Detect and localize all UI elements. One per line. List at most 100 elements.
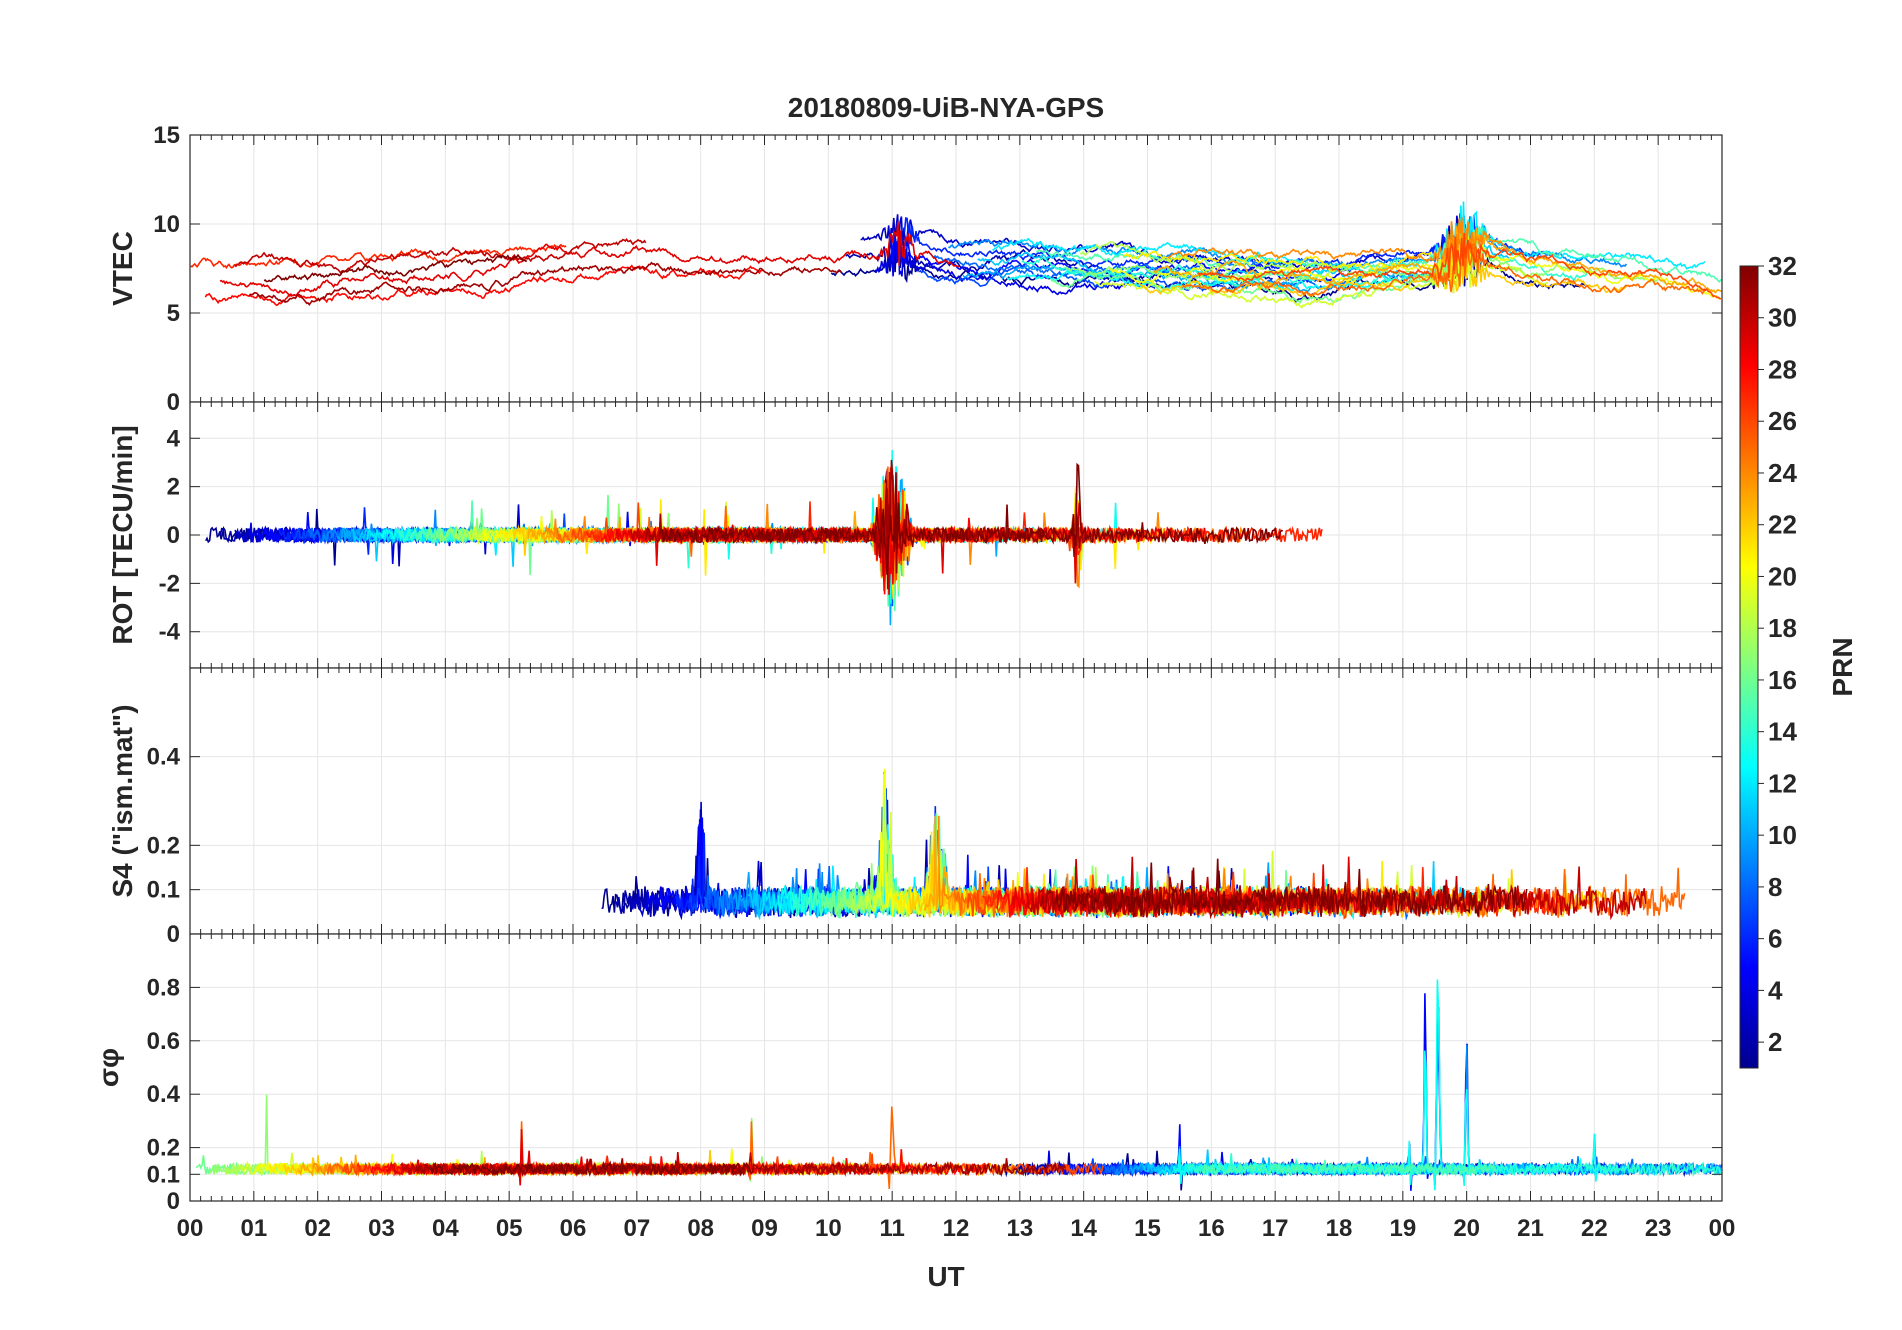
series-group: [205, 449, 1323, 626]
colorbar-tick-label: 24: [1768, 458, 1797, 488]
prn-series-line: [429, 1160, 752, 1177]
prn-series-line: [874, 236, 1156, 296]
x-tick-label: 01: [240, 1215, 267, 1242]
series-group: [195, 979, 1722, 1191]
colorbar-tick-label: 4: [1768, 975, 1783, 1005]
prn-series-line: [1201, 1159, 1497, 1178]
x-tick-label: 19: [1389, 1215, 1416, 1242]
x-tick-label: 07: [623, 1215, 650, 1242]
x-tick-label: 14: [1070, 1215, 1097, 1242]
figure-title: 20180809-UiB-NYA-GPS: [788, 92, 1104, 123]
y-tick-label: 0.2: [147, 1135, 180, 1162]
x-axis-label: UT: [927, 1261, 964, 1292]
x-tick-label: 23: [1645, 1215, 1672, 1242]
y-tick-label: 0: [167, 522, 180, 549]
x-tick-label: 12: [943, 1215, 970, 1242]
y-axis-label: ROT [TECU/min]: [107, 425, 138, 644]
y-tick-label: 0: [167, 921, 180, 948]
y-axis-label: VTEC: [107, 231, 138, 306]
x-axis-tick-labels: 00 01 02 03 04 05 06 07 08 09 10 11 12 13 14 15 16 17 18 19…: [177, 1215, 1736, 1242]
y-tick-label: 10: [153, 211, 180, 238]
x-tick-label: 15: [1134, 1215, 1161, 1242]
series-group: [601, 768, 1686, 922]
x-tick-label: 03: [368, 1215, 395, 1242]
prn-series-line: [248, 261, 843, 306]
y-tick-label: 0.4: [147, 744, 181, 771]
prn-series-line: [219, 221, 960, 298]
y-tick-label: -4: [159, 619, 181, 646]
prn-series-line: [860, 214, 1470, 272]
x-tick-label: 02: [304, 1215, 331, 1242]
y-tick-label: 0.1: [147, 1161, 180, 1188]
colorbar-tick-label: 26: [1768, 406, 1797, 436]
prn-series-line: [1182, 239, 1707, 297]
colorbar-tick-label: 30: [1768, 303, 1797, 333]
y-tick-label: 0.6: [147, 1028, 180, 1055]
prn-series-line: [1079, 241, 1353, 272]
x-tick-label: 06: [560, 1215, 587, 1242]
colorbar-tick-label: 2: [1768, 1027, 1782, 1057]
x-tick-label: 00: [1709, 1215, 1736, 1242]
y-axis-label: S4 ("ism.mat"): [107, 704, 138, 897]
prn-series-line: [1197, 232, 1722, 300]
colorbar-tick-label: 20: [1768, 561, 1797, 591]
prn-series-line: [659, 462, 1284, 575]
s4-panel: 0 0.1 0.2 0.4 S4 ("ism.mat"): [107, 667, 1723, 948]
colorbar-tick-label: 22: [1768, 510, 1797, 540]
prn-series-line: [1050, 240, 1471, 305]
y-tick-label: 0.8: [147, 974, 180, 1001]
x-tick-label: 08: [687, 1215, 714, 1242]
colorbar-tick-label: 10: [1768, 820, 1797, 850]
prn-series-line: [644, 459, 1088, 590]
x-tick-label: 20: [1453, 1215, 1480, 1242]
x-tick-label: 11: [879, 1215, 904, 1242]
prn-series-line: [1167, 217, 1510, 264]
colorbar-tick-label: 16: [1768, 665, 1797, 695]
colorbar-tick-label: 14: [1768, 717, 1797, 747]
y-tick-label: 4: [167, 425, 181, 452]
colorbar-tick-label: 18: [1768, 613, 1797, 643]
y-tick-label: 0.1: [147, 877, 180, 904]
prn-series-line: [1036, 220, 1722, 283]
colorbar-tick-label: 32: [1768, 251, 1797, 281]
x-tick-label: 13: [1006, 1215, 1033, 1242]
colorbar-tick-label: 6: [1768, 924, 1782, 954]
colorbar-tick-label: 8: [1768, 872, 1782, 902]
series-group: [190, 201, 1722, 309]
x-tick-label: 21: [1517, 1215, 1544, 1242]
prn-series-line: [263, 253, 528, 283]
x-tick-label: 00: [177, 1215, 204, 1242]
prn-series-line: [1054, 858, 1528, 918]
prn-series-line: [234, 237, 647, 275]
colorbar-gradient: [1739, 265, 1759, 1069]
prn-series-line: [190, 243, 567, 270]
y-axis-label: σφ: [93, 1048, 124, 1087]
x-tick-label: 10: [815, 1215, 842, 1242]
rot-panel: -4 -2 0 2 4 ROT [TECU/min]: [107, 401, 1723, 669]
x-tick-label: 22: [1581, 1215, 1608, 1242]
y-tick-label: 0.4: [147, 1081, 181, 1108]
colorbar-tick-label: 28: [1768, 354, 1797, 384]
prn-series-line: [948, 215, 1628, 270]
prn-series-line: [1123, 250, 1432, 273]
y-tick-label: 15: [153, 122, 180, 149]
vtec-panel: 0 5 10 15 VTEC: [107, 122, 1723, 416]
y-tick-label: -2: [159, 570, 180, 597]
x-tick-label: 04: [432, 1215, 459, 1242]
sigma-phi-panel: 00.10.2 0.4 0.6 0.8 σφ: [93, 933, 1723, 1215]
colorbar-tick-label: 12: [1768, 768, 1797, 798]
x-tick-label: 09: [751, 1215, 778, 1242]
x-tick-label: 17: [1262, 1215, 1289, 1242]
y-tick-label: 0: [167, 389, 180, 416]
colorbar-label: PRN: [1827, 637, 1858, 696]
y-tick-label: 5: [167, 300, 180, 327]
prn-series-line: [204, 264, 764, 307]
y-tick-label: 0: [167, 1188, 180, 1215]
x-tick-label: 18: [1326, 1215, 1353, 1242]
y-tick-label: 0.2: [147, 832, 180, 859]
x-tick-label: 16: [1198, 1215, 1225, 1242]
x-tick-label: 05: [496, 1215, 523, 1242]
y-tick-label: 2: [167, 474, 180, 501]
